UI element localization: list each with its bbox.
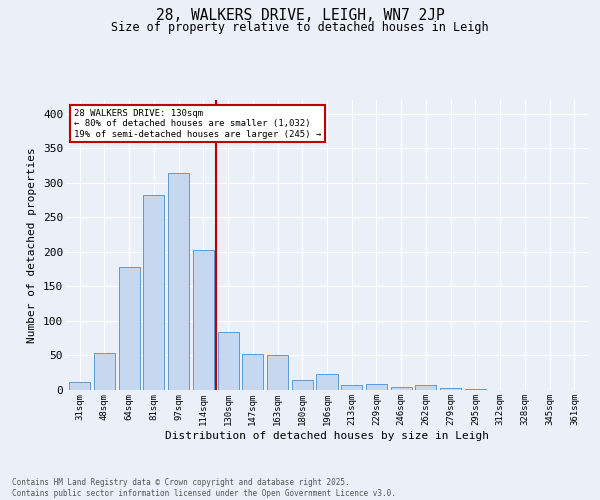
Text: Contains HM Land Registry data © Crown copyright and database right 2025.
Contai: Contains HM Land Registry data © Crown c… xyxy=(12,478,396,498)
Bar xyxy=(415,385,436,390)
Bar xyxy=(69,382,90,390)
Bar xyxy=(391,387,412,390)
Bar xyxy=(440,388,461,390)
X-axis label: Distribution of detached houses by size in Leigh: Distribution of detached houses by size … xyxy=(165,430,489,440)
Bar xyxy=(193,250,214,390)
Bar xyxy=(366,384,387,390)
Bar xyxy=(242,354,263,390)
Bar xyxy=(465,388,486,390)
Bar xyxy=(218,332,239,390)
Text: Size of property relative to detached houses in Leigh: Size of property relative to detached ho… xyxy=(111,21,489,34)
Bar xyxy=(316,374,338,390)
Text: 28, WALKERS DRIVE, LEIGH, WN7 2JP: 28, WALKERS DRIVE, LEIGH, WN7 2JP xyxy=(155,8,445,22)
Bar xyxy=(119,267,140,390)
Bar xyxy=(143,194,164,390)
Y-axis label: Number of detached properties: Number of detached properties xyxy=(28,147,37,343)
Text: 28 WALKERS DRIVE: 130sqm
← 80% of detached houses are smaller (1,032)
19% of sem: 28 WALKERS DRIVE: 130sqm ← 80% of detach… xyxy=(74,108,321,138)
Bar xyxy=(292,380,313,390)
Bar xyxy=(267,356,288,390)
Bar xyxy=(94,352,115,390)
Bar xyxy=(341,385,362,390)
Bar xyxy=(168,172,189,390)
